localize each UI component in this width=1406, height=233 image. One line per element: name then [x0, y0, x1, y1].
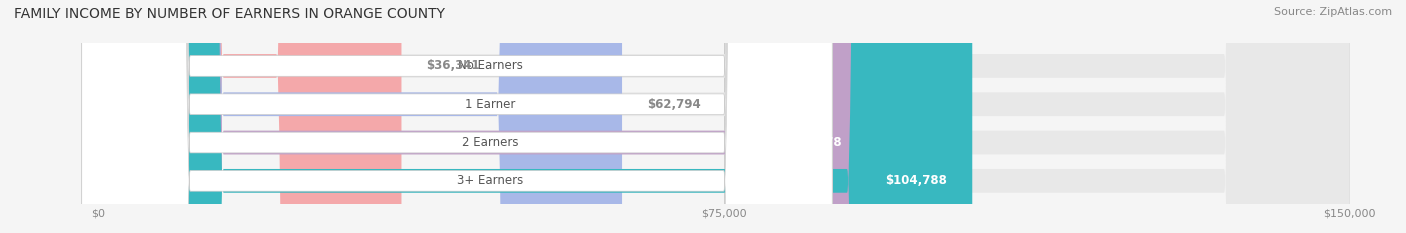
Text: $104,788: $104,788 [886, 174, 948, 187]
FancyBboxPatch shape [98, 0, 973, 233]
FancyBboxPatch shape [82, 0, 832, 233]
FancyBboxPatch shape [98, 0, 1350, 233]
Text: No Earners: No Earners [458, 59, 523, 72]
FancyBboxPatch shape [98, 0, 621, 233]
FancyBboxPatch shape [98, 0, 1350, 233]
Text: 2 Earners: 2 Earners [463, 136, 519, 149]
FancyBboxPatch shape [98, 0, 402, 233]
FancyBboxPatch shape [82, 0, 832, 233]
Text: 3+ Earners: 3+ Earners [457, 174, 523, 187]
Text: Source: ZipAtlas.com: Source: ZipAtlas.com [1274, 7, 1392, 17]
FancyBboxPatch shape [98, 0, 1350, 233]
Text: $36,341: $36,341 [426, 59, 479, 72]
Text: $92,078: $92,078 [787, 136, 841, 149]
Text: 1 Earner: 1 Earner [465, 98, 516, 111]
FancyBboxPatch shape [82, 0, 832, 233]
FancyBboxPatch shape [98, 0, 1350, 233]
FancyBboxPatch shape [98, 0, 866, 233]
Text: $62,794: $62,794 [647, 98, 700, 111]
Text: FAMILY INCOME BY NUMBER OF EARNERS IN ORANGE COUNTY: FAMILY INCOME BY NUMBER OF EARNERS IN OR… [14, 7, 446, 21]
FancyBboxPatch shape [82, 0, 832, 233]
